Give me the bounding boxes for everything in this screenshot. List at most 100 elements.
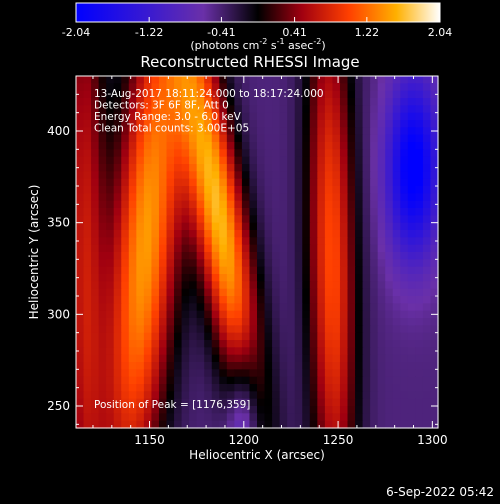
heatmap-cell	[106, 398, 115, 407]
heatmap-cell	[347, 274, 356, 282]
heatmap-cell	[279, 296, 288, 304]
heatmap-cell	[332, 398, 341, 407]
heatmap-cell	[189, 296, 198, 304]
heatmap-cell	[76, 332, 85, 341]
heatmap-cell	[91, 98, 100, 106]
heatmap-cell	[407, 281, 416, 290]
heatmap-cell	[128, 237, 137, 246]
heatmap-cell	[324, 340, 334, 348]
heatmap-cell	[143, 215, 153, 224]
heatmap-cell	[121, 369, 130, 378]
heatmap-cell	[158, 127, 168, 136]
heatmap-cell	[226, 413, 235, 422]
heatmap-cell	[76, 259, 85, 268]
heatmap-cell	[249, 156, 258, 165]
heatmap-cell	[83, 274, 92, 282]
heatmap-cell	[234, 164, 243, 172]
heatmap-cell	[422, 142, 432, 150]
heatmap-cell	[204, 274, 213, 282]
heatmap-cell	[121, 186, 130, 194]
heatmap-cell	[226, 303, 235, 312]
heatmap-cell	[370, 391, 379, 400]
heatmap-cell	[121, 420, 130, 429]
heatmap-cell	[234, 252, 243, 260]
heatmap-cell	[339, 149, 349, 158]
heatmap-cell	[181, 340, 190, 348]
heatmap-cell	[324, 237, 334, 246]
heatmap-cell	[264, 340, 273, 348]
heatmap-cell	[136, 384, 145, 392]
heatmap-cell	[166, 362, 175, 370]
heatmap-cell	[211, 222, 220, 231]
heatmap-cell	[91, 193, 100, 202]
heatmap-cell	[339, 332, 349, 341]
heatmap-cell	[128, 266, 137, 275]
heatmap-cell	[332, 76, 341, 84]
heatmap-cell	[407, 266, 416, 275]
heatmap-cell	[257, 156, 266, 165]
heatmap-cell	[174, 398, 183, 407]
heatmap-cell	[264, 200, 273, 209]
heatmap-cell	[158, 325, 168, 334]
heatmap-cell	[211, 354, 220, 363]
heatmap-cell	[347, 362, 356, 370]
heatmap-cell	[370, 310, 379, 319]
heatmap-cell	[370, 398, 379, 407]
heatmap-cell	[392, 391, 401, 400]
heatmap-cell	[249, 296, 258, 304]
heatmap-cell	[287, 178, 296, 187]
heatmap-cell	[241, 413, 251, 422]
heatmap-cell	[174, 90, 183, 99]
heatmap-cell	[400, 259, 409, 268]
heatmap-cell	[430, 134, 439, 143]
heatmap-cell	[91, 310, 100, 319]
heatmap-cell	[234, 259, 243, 268]
heatmap-cell	[128, 193, 137, 202]
heatmap-cell	[324, 222, 334, 231]
heatmap-cell	[76, 200, 85, 209]
colorbar-units-label: (photons cm-2 s-1 asec-2)	[190, 37, 325, 52]
heatmap-cell	[422, 266, 432, 275]
heatmap-cell	[106, 420, 115, 429]
heatmap-cell	[121, 156, 130, 165]
heatmap-cell	[98, 112, 107, 121]
heatmap-cell	[332, 318, 341, 326]
annotation-line: Energy Range: 3.0 - 6.0 keV	[94, 111, 242, 123]
heatmap-cell	[415, 310, 424, 319]
heatmap-cell	[415, 142, 424, 150]
heatmap-cell	[219, 398, 228, 407]
heatmap-cell	[189, 142, 198, 150]
heatmap-cell	[174, 391, 183, 400]
heatmap-cell	[106, 193, 115, 202]
heatmap-cell	[430, 200, 439, 209]
heatmap-cell	[151, 340, 160, 348]
heatmap-cell	[121, 310, 130, 319]
heatmap-cell	[302, 369, 311, 378]
heatmap-cell	[158, 142, 168, 150]
heatmap-cell	[249, 274, 258, 282]
heatmap-cell	[332, 156, 341, 165]
heatmap-cell	[98, 362, 107, 370]
heatmap-cell	[279, 237, 288, 246]
heatmap-cell	[151, 244, 160, 253]
heatmap-cell	[362, 222, 371, 231]
heatmap-cell	[324, 288, 334, 297]
heatmap-cell	[113, 340, 122, 348]
heatmap-cell	[309, 164, 318, 172]
heatmap-cell	[121, 332, 130, 341]
heatmap-cell	[430, 332, 439, 341]
heatmap-cell	[174, 332, 183, 341]
heatmap-cell	[128, 215, 137, 224]
heatmap-cell	[196, 252, 205, 260]
heatmap-cell	[294, 413, 303, 422]
heatmap-cell	[121, 398, 130, 407]
heatmap-cell	[151, 76, 160, 84]
heatmap-cell	[98, 406, 107, 414]
heatmap-cell	[392, 237, 401, 246]
heatmap-cell	[272, 347, 281, 356]
heatmap-cell	[332, 171, 341, 180]
heatmap-cell	[76, 354, 85, 363]
heatmap-cell	[257, 406, 266, 414]
heatmap-cell	[324, 296, 334, 304]
